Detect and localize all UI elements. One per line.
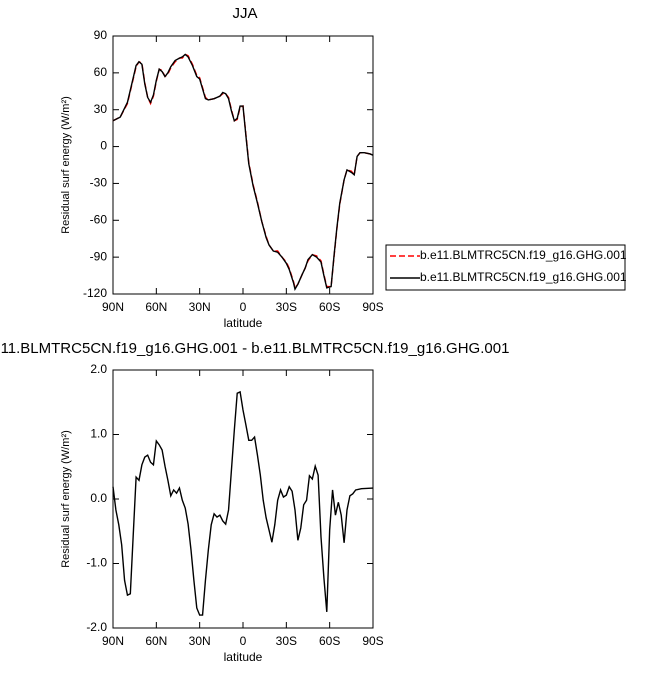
y-tick-label: -2.0 <box>86 620 107 634</box>
y-tick-label: -120 <box>83 286 107 300</box>
y-tick-label: 30 <box>94 102 108 116</box>
x-tick-label: 90S <box>362 634 383 648</box>
y-tick-label: 90 <box>94 28 108 42</box>
y-tick-label: -30 <box>90 176 108 190</box>
x-tick-label: 90N <box>102 300 124 314</box>
x-tick-label: 90N <box>102 634 124 648</box>
x-tick-label: 30N <box>189 300 211 314</box>
y-tick-label: -1.0 <box>86 556 107 570</box>
data-line <box>112 53 374 291</box>
x-tick-label: 30S <box>276 300 297 314</box>
legend-box <box>385 244 626 291</box>
y-axis-label: Residual surf energy (W/m²) <box>60 430 72 568</box>
x-tick-label: 60S <box>319 634 340 648</box>
legend-label: b.e11.BLMTRC5CN.f19_g16.GHG.001 <box>420 270 627 284</box>
y-tick-label: 2.0 <box>90 362 107 376</box>
x-axis-label: latitude <box>224 650 263 664</box>
x-tick-label: 90S <box>362 300 383 314</box>
x-tick-label: 0 <box>240 300 247 314</box>
x-tick-label: 60N <box>145 300 167 314</box>
x-tick-label: 30N <box>189 634 211 648</box>
data-line <box>112 390 374 616</box>
chart-title: 11.BLMTRC5CN.f19_g16.GHG.001 - b.e11.BLM… <box>1 340 510 357</box>
chart-title: JJA <box>232 5 257 22</box>
y-axis-label: Residual surf energy (W/m²) <box>60 96 72 234</box>
x-tick-label: 0 <box>240 634 247 648</box>
y-tick-label: 60 <box>94 65 108 79</box>
y-tick-label: 0.0 <box>90 491 107 505</box>
x-tick-label: 30S <box>276 634 297 648</box>
y-tick-label: -60 <box>90 212 108 226</box>
legend-label: b.e11.BLMTRC5CN.f19_g16.GHG.001 <box>420 248 627 262</box>
y-tick-label: 1.0 <box>90 427 107 441</box>
x-axis-label: latitude <box>224 316 263 330</box>
x-tick-label: 60N <box>145 634 167 648</box>
x-tick-label: 60S <box>319 300 340 314</box>
y-tick-label: 0 <box>100 139 107 153</box>
y-tick-label: -90 <box>90 249 108 263</box>
